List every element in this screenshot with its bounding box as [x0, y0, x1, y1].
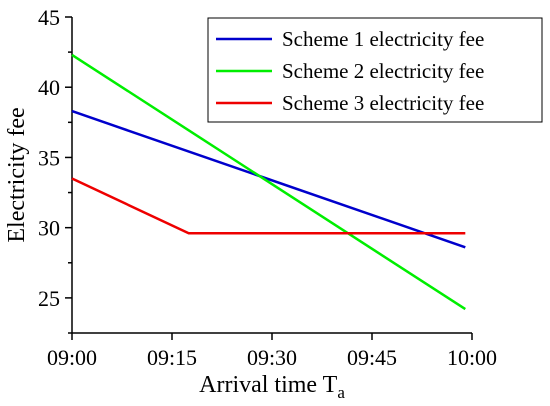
y-tick-label: 40 — [38, 75, 60, 100]
series-line-2 — [71, 53, 466, 311]
y-tick-label: 25 — [38, 286, 60, 311]
series-line-3 — [71, 177, 466, 235]
series-layer — [71, 53, 466, 311]
x-axis-title-subscript: a — [337, 383, 345, 402]
x-tick-label: 09:30 — [247, 345, 297, 370]
y-axis-title: Electricity fee — [4, 107, 30, 242]
x-axis-title-main: Arrival time T — [199, 372, 338, 398]
y-tick-label: 35 — [38, 145, 60, 170]
x-tick-label: 09:45 — [347, 345, 397, 370]
legend-label-1: Scheme 1 electricity fee — [282, 27, 484, 51]
series-line-1 — [71, 109, 466, 249]
x-axis-title: Arrival time Ta — [199, 372, 345, 402]
legend-label-2: Scheme 2 electricity fee — [282, 59, 484, 83]
legend-label-3: Scheme 3 electricity fee — [282, 91, 484, 115]
x-tick-label: 10:00 — [447, 345, 497, 370]
ticks: 09:00 09:15 09:30 09:45 10:00 25 30 35 40 45 — [38, 5, 497, 370]
y-tick-label: 45 — [38, 5, 60, 30]
x-tick-label: 09:15 — [147, 345, 197, 370]
legend: Scheme 1 electricity fee Scheme 2 electri… — [207, 17, 543, 123]
x-tick-label: 09:00 — [47, 345, 97, 370]
y-tick-label: 30 — [38, 216, 60, 241]
